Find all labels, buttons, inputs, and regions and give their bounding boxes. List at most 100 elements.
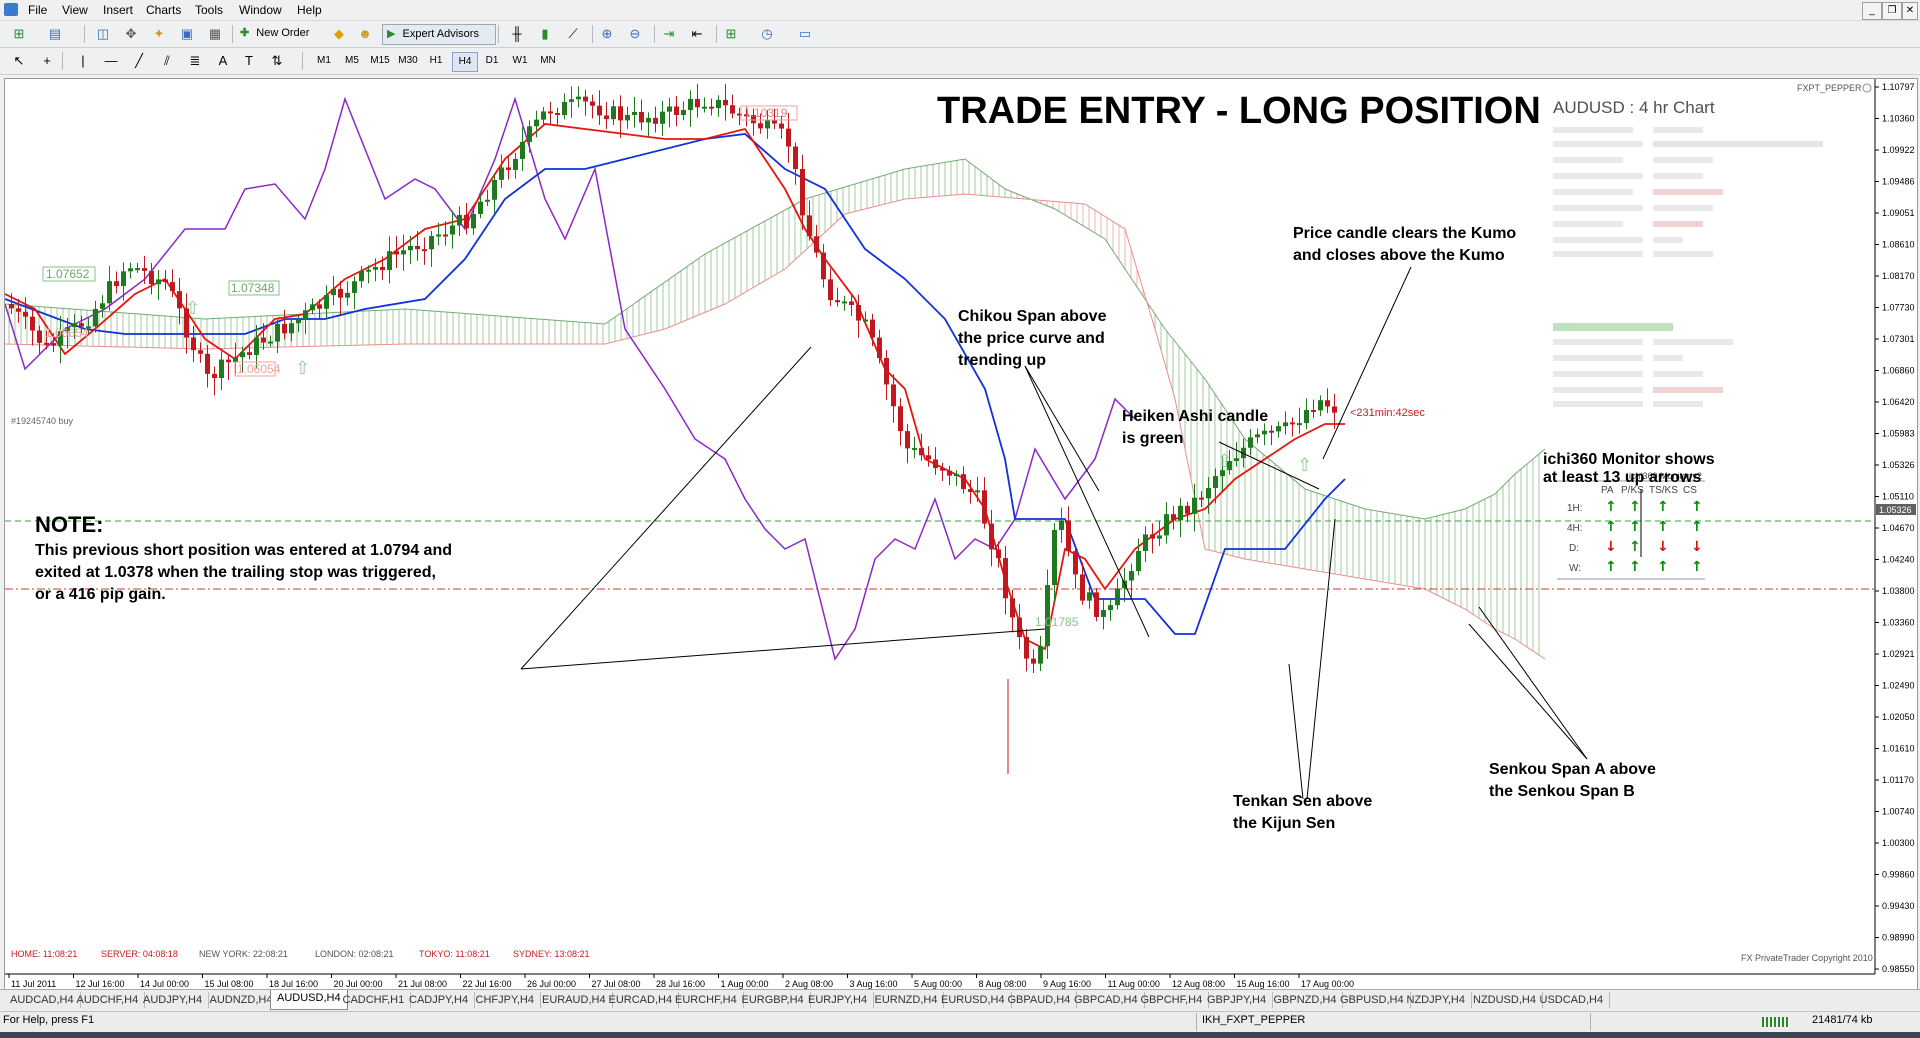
tab-eurcad-h4[interactable]: EURCAD,H4 <box>603 992 680 1008</box>
close-icon[interactable]: ✕ <box>1902 2 1918 20</box>
text-label-icon[interactable]: T <box>245 53 253 68</box>
new-chart-icon[interactable]: ⊞ <box>13 26 25 41</box>
timeframe-d1[interactable]: D1 <box>485 55 499 66</box>
candle-body <box>268 341 273 344</box>
menu-help[interactable]: Help <box>297 3 322 17</box>
tab-usdcad-h4[interactable]: USDCAD,H4 <box>1534 992 1611 1008</box>
tab-gbpaud-h4[interactable]: GBPAUD,H4 <box>1002 992 1078 1008</box>
price-chart[interactable]: ⇧ ⇧ ⇧ ⇧ 1.10797 1.10360 1.09922 1.09486 1.09051… <box>4 79 1917 996</box>
toolbar-separator <box>498 25 499 43</box>
timeframe-m5[interactable]: M5 <box>345 55 359 66</box>
metaeditor-icon[interactable]: ◆ <box>334 26 344 41</box>
zoom-out-icon[interactable]: ⊖ <box>629 26 641 41</box>
tab-nzdjpy-h4[interactable]: NZDJPY,H4 <box>1401 992 1472 1008</box>
autotrading-icon[interactable]: ☻ <box>358 26 372 41</box>
tab-gbpnzd-h4[interactable]: GBPNZD,H4 <box>1268 992 1344 1008</box>
channel-icon[interactable]: ⫽ <box>164 53 170 68</box>
menu-window[interactable]: Window <box>239 3 282 17</box>
menu-view[interactable]: View <box>62 3 88 17</box>
tab-cadjpy-h4[interactable]: CADJPY,H4 <box>403 992 476 1008</box>
chart-shift-icon[interactable]: ⇤ <box>691 26 703 41</box>
svg-text:Senkou Span A above: Senkou Span A above <box>1489 761 1656 778</box>
tab-chfjpy-h4[interactable]: CHFJPY,H4 <box>470 992 541 1008</box>
tab-audjpy-h4[interactable]: AUDJPY,H4 <box>137 992 210 1008</box>
tab-cadchf-h1[interactable]: CADCHF,H1 <box>337 992 412 1008</box>
timeframe-h4[interactable]: H4 <box>452 52 478 72</box>
line-chart-icon[interactable]: ⟋ <box>568 26 578 41</box>
price-axis-label: 1.01170 <box>1882 775 1914 785</box>
tab-gbpchf-h4[interactable]: GBPCHF,H4 <box>1135 992 1210 1008</box>
templates-icon[interactable]: ▭ <box>798 26 812 41</box>
text-icon[interactable]: A <box>218 53 228 68</box>
trendline-icon[interactable]: ╱ <box>135 53 143 68</box>
senkou-span-b <box>4 193 1546 660</box>
zoom-in-icon[interactable]: ⊕ <box>601 26 613 41</box>
indicators-icon[interactable]: ⊞ <box>725 26 737 41</box>
arrows-icon[interactable]: ⇅ <box>271 53 283 68</box>
vertical-line-icon[interactable]: | <box>81 53 85 68</box>
candle-body <box>1017 617 1022 638</box>
candle-body <box>653 117 658 124</box>
periods-icon[interactable]: ◷ <box>761 26 773 41</box>
timeframe-m1[interactable]: M1 <box>317 55 331 66</box>
candle-body <box>674 106 679 116</box>
tab-eurnzd-h4[interactable]: EURNZD,H4 <box>869 992 945 1008</box>
tab-nzdusd-h4[interactable]: NZDUSD,H4 <box>1467 992 1543 1008</box>
tab-gbpjpy-h4[interactable]: GBPJPY,H4 <box>1201 992 1274 1008</box>
monitor-title: ichi360 Monitor v2 <box>1629 471 1702 481</box>
tab-euraud-h4[interactable]: EURAUD,H4 <box>536 992 613 1008</box>
symbol-label: AUDUSD : 4 hr Chart <box>1553 98 1715 117</box>
menu-tools[interactable]: Tools <box>195 3 224 17</box>
timeframe-mn[interactable]: MN <box>540 55 556 66</box>
price-axis-label: 1.00740 <box>1882 807 1915 817</box>
menu-file[interactable]: File <box>28 3 48 17</box>
profiles-icon[interactable]: ▤ <box>48 26 62 41</box>
menu-charts[interactable]: Charts <box>146 3 182 17</box>
market-watch-icon[interactable]: ◫ <box>96 26 110 41</box>
tab-audusd-h4[interactable]: AUDUSD,H4 <box>270 990 348 1010</box>
tab-audcad-h4[interactable]: AUDCAD,H4 <box>4 992 81 1008</box>
up-arrow-icon: ↑ <box>1629 519 1641 535</box>
tab-gbpcad-h4[interactable]: GBPCAD,H4 <box>1068 992 1145 1008</box>
navigator-icon[interactable]: ✥ <box>125 26 137 41</box>
candlestick-icon[interactable]: ▮ <box>541 26 549 41</box>
tab-gbpusd-h4[interactable]: GBPUSD,H4 <box>1334 992 1411 1008</box>
up-arrow-icon: ↑ <box>1605 499 1617 515</box>
fibonacci-icon[interactable]: ≣ <box>189 53 201 68</box>
horizontal-line-icon[interactable]: — <box>104 53 118 68</box>
expert-advisors-button[interactable]: ▶ Expert Advisors <box>382 24 496 45</box>
annotation-pointers <box>520 266 1642 800</box>
candle-body <box>1115 588 1120 606</box>
minimize-icon[interactable]: _ <box>1862 2 1882 20</box>
annotation-senkou: Senkou Span A above the Senkou Span B <box>1489 761 1656 800</box>
timeframe-w1[interactable]: W1 <box>512 55 528 66</box>
terminal-icon[interactable]: ▣ <box>180 26 194 41</box>
monitor-column-cs: CS <box>1683 485 1697 496</box>
timeframe-m15[interactable]: M15 <box>370 55 390 66</box>
timeframe-h1[interactable]: H1 <box>429 55 443 66</box>
note-line: exited at 1.0378 when the trailing stop … <box>35 564 436 581</box>
crosshair-icon[interactable]: + <box>43 53 51 68</box>
chart-window[interactable]: ⇧ ⇧ ⇧ ⇧ 1.10797 1.10360 1.09922 1.09486 1.09051… <box>4 78 1918 997</box>
cursor-icon[interactable]: ↖ <box>13 53 25 68</box>
tester-icon[interactable]: ▦ <box>208 26 222 41</box>
kumo-cloud <box>4 158 1546 660</box>
tab-eurgbp-h4[interactable]: EURGBP,H4 <box>736 992 811 1008</box>
tab-eurchf-h4[interactable]: EURCHF,H4 <box>669 992 744 1008</box>
restore-icon[interactable]: ❐ <box>1882 2 1902 20</box>
candle-body <box>114 281 119 287</box>
monitor-row-label: W: <box>1569 563 1581 574</box>
new-order-button[interactable]: ✚ New Order <box>240 27 310 39</box>
tab-audnzd-h4[interactable]: AUDNZD,H4 <box>204 992 280 1008</box>
timeframe-m30[interactable]: M30 <box>398 55 418 66</box>
bar-chart-icon[interactable]: ╫ <box>512 26 522 41</box>
tab-eurusd-h4[interactable]: EURUSD,H4 <box>935 992 1012 1008</box>
autoscroll-icon[interactable]: ⇥ <box>663 26 675 41</box>
price-axis-label: 1.02921 <box>1882 649 1915 659</box>
toolbar-separator <box>716 25 717 43</box>
tab-audchf-h4[interactable]: AUDCHF,H4 <box>71 992 146 1008</box>
candle-body <box>37 330 42 343</box>
data-window-icon[interactable]: ✦ <box>153 26 165 41</box>
tab-eurjpy-h4[interactable]: EURJPY,H4 <box>802 992 875 1008</box>
menu-insert[interactable]: Insert <box>103 3 134 17</box>
